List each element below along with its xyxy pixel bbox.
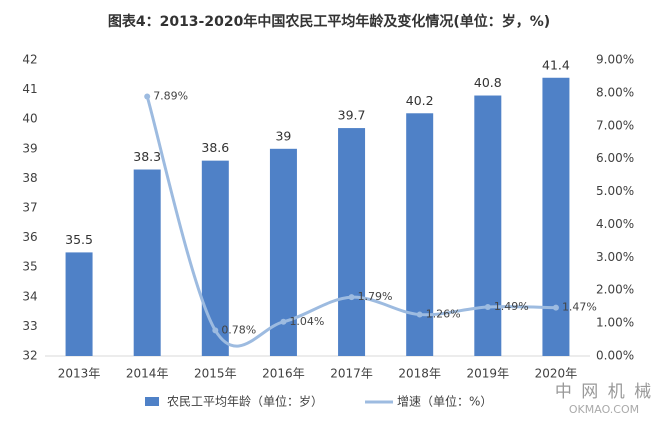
y-tick-label: 36 [22, 230, 37, 244]
bar [542, 77, 570, 356]
bar-label: 35.5 [65, 232, 93, 247]
legend-swatch [145, 397, 159, 406]
y-tick-label: 40 [22, 112, 37, 126]
watermark: OKMAO.COM [569, 403, 639, 416]
line-label: 1.47% [562, 301, 597, 314]
x-tick-label: 2015年 [194, 367, 237, 381]
legend-label: 农民工平均年龄（单位：岁） [167, 394, 323, 409]
line-label: 1.26% [426, 308, 461, 321]
line-label: 7.89% [153, 90, 188, 103]
y2-tick-label: 4.00% [596, 217, 634, 231]
line-marker [348, 294, 355, 301]
line-label: 1.79% [358, 290, 393, 303]
x-tick-label: 2013年 [58, 367, 101, 381]
bar-label: 41.4 [542, 57, 570, 72]
line-marker [416, 311, 423, 318]
y-tick-label: 39 [22, 141, 37, 155]
y2-tick-label: 2.00% [596, 283, 634, 297]
bar [65, 252, 93, 356]
line-label: 0.78% [221, 323, 256, 336]
y2-tick-label: 6.00% [596, 151, 634, 165]
y2-tick-label: 5.00% [596, 184, 634, 198]
y-tick-label: 35 [22, 260, 37, 274]
line-marker [552, 304, 559, 311]
y2-tick-label: 7.00% [596, 118, 634, 132]
y2-tick-label: 9.00% [596, 53, 634, 67]
chart-title: 图表4：2013-2020年中国农民工平均年龄及变化情况(单位：岁，%) [108, 13, 550, 30]
line-marker [280, 318, 287, 325]
x-tick-label: 2017年 [330, 367, 373, 381]
line-marker [212, 327, 219, 334]
y-tick-label: 32 [22, 349, 37, 363]
y-tick-label: 34 [22, 289, 37, 303]
bar [133, 169, 161, 356]
bar-label: 38.6 [201, 140, 229, 155]
x-tick-label: 2020年 [535, 367, 578, 381]
bar-label: 39.7 [338, 108, 366, 123]
y-tick-label: 42 [22, 53, 37, 67]
y2-tick-label: 0.00% [596, 349, 634, 363]
line [145, 96, 556, 348]
legend-label: 增速（单位：%） [397, 394, 492, 409]
y2-tick-label: 8.00% [596, 85, 634, 99]
line-marker [484, 303, 491, 310]
bar [201, 160, 229, 356]
bar [474, 95, 502, 357]
watermark: 中 网 机 械 [555, 382, 653, 402]
bar-label: 40.8 [474, 75, 502, 90]
y2-tick-label: 3.00% [596, 250, 634, 264]
bar-label: 39 [275, 128, 291, 143]
y2-tick-label: 1.00% [596, 316, 634, 330]
y-tick-label: 33 [22, 319, 37, 333]
x-tick-label: 2016年 [262, 367, 305, 381]
x-tick-label: 2014年 [126, 367, 169, 381]
y-tick-label: 41 [22, 82, 37, 96]
bar-label: 40.2 [406, 93, 434, 108]
x-tick-label: 2019年 [467, 367, 510, 381]
line-label: 1.04% [289, 315, 324, 328]
x-tick-label: 2018年 [398, 367, 441, 381]
y-tick-label: 37 [22, 201, 37, 215]
bar-label: 38.3 [133, 149, 161, 164]
line-marker [144, 93, 151, 100]
line-label: 1.49% [494, 300, 529, 313]
y-tick-label: 38 [22, 171, 37, 185]
bar [338, 128, 366, 356]
